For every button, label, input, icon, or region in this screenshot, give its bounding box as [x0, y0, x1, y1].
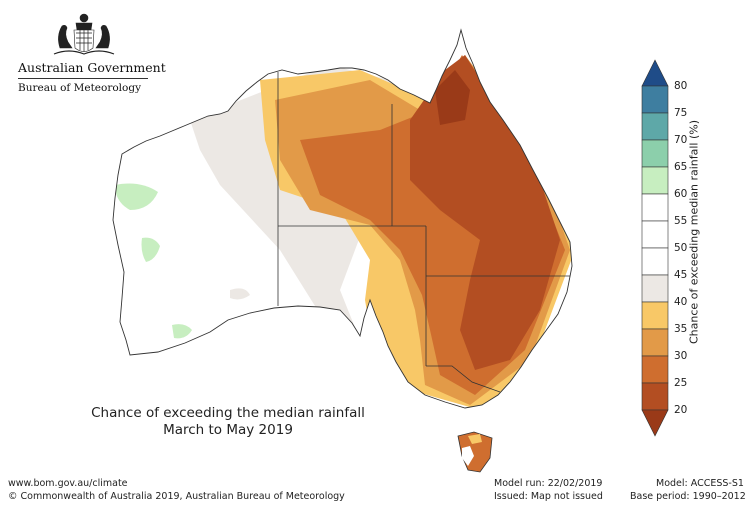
rainfall-shading: [113, 30, 572, 408]
government-name: Australian Government: [18, 60, 166, 75]
bureau-name: Bureau of Meteorology: [18, 82, 142, 94]
legend-tick-label: 30: [674, 350, 688, 362]
legend-tick-label: 65: [674, 161, 688, 173]
footer-model: Model: ACCESS-S1: [656, 478, 744, 489]
footer-model-run: Model run: 22/02/2019: [494, 478, 603, 489]
map-title-line2: March to May 2019: [163, 422, 293, 438]
legend-tick-label: 70: [674, 134, 688, 146]
footer-copyright: © Commonwealth of Australia 2019, Austra…: [8, 491, 345, 502]
legend-cell-25-30: [641, 355, 669, 384]
legend-tick-label: 80: [674, 80, 688, 92]
footer-url[interactable]: www.bom.gov.au/climate: [8, 478, 128, 489]
legend-cell-30-35: [641, 328, 669, 357]
footer-issued: Issued: Map not issued: [494, 491, 603, 502]
legend-cell-40-45: [641, 274, 669, 303]
legend-tick-label: 55: [674, 215, 688, 227]
legend-cell-50-55: [641, 220, 669, 249]
coastline: [112, 28, 573, 409]
legend-title: Chance of exceeding median rainfall (%): [687, 119, 701, 345]
legend-cell-60-65: [641, 166, 669, 195]
legend-tick-label: 20: [674, 404, 688, 416]
legend-tick-label: 35: [674, 323, 688, 335]
legend-cell-45-50: [641, 247, 669, 276]
legend-cell-20-25: [641, 382, 669, 411]
legend-tick-label: 40: [674, 296, 688, 308]
legend-cell-35-40: [641, 301, 669, 330]
rainfall-outlook-map: [112, 28, 573, 473]
legend-arrow-low: [641, 409, 669, 437]
legend-colorbar: [641, 59, 669, 437]
map-title: Chance of exceeding the median rainfall …: [68, 405, 388, 439]
legend-cell-65-70: [641, 139, 669, 168]
legend-tick-label: 75: [674, 107, 688, 119]
legend-tick-label: 60: [674, 188, 688, 200]
header-divider: [18, 78, 148, 79]
legend-tick-label: 25: [674, 377, 688, 389]
legend-tick-label: 50: [674, 242, 688, 254]
coat-of-arms-logo: [53, 13, 115, 55]
tasmania: [457, 431, 493, 473]
legend-arrow-high: [641, 59, 669, 87]
legend-tick-label: 45: [674, 269, 688, 281]
legend-cell-70-75: [641, 112, 669, 141]
legend-cell-55-60: [641, 193, 669, 222]
state-borders: [277, 72, 570, 393]
legend-cell-75-80: [641, 85, 669, 114]
footer-base-period: Base period: 1990–2012: [630, 491, 746, 502]
map-title-line1: Chance of exceeding the median rainfall: [91, 405, 365, 421]
